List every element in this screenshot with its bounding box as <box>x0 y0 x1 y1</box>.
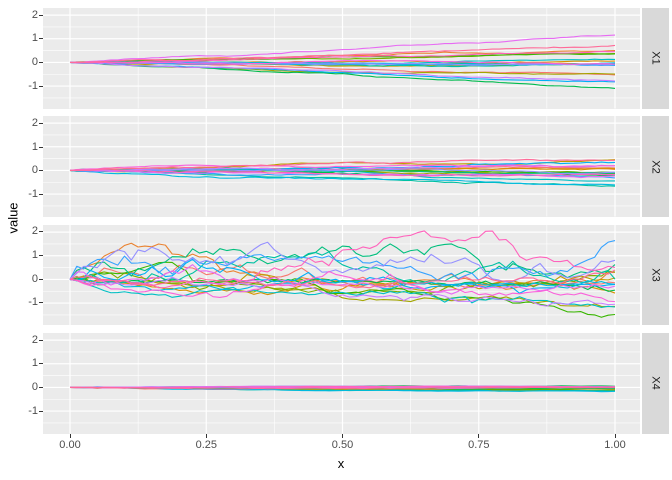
y-tick-label: 1 <box>31 249 38 261</box>
series-line <box>69 239 616 281</box>
series-line <box>69 250 616 284</box>
facet-strip-x3: X3 <box>642 224 669 326</box>
series-line <box>69 230 616 289</box>
y-tick-mark <box>39 61 43 63</box>
x-tick-mark <box>342 433 343 438</box>
x-tick-mark <box>478 433 480 438</box>
y-tick-mark <box>39 85 43 87</box>
series-line <box>69 169 616 177</box>
y-tick-label: 2 <box>31 225 38 238</box>
facet-panel-x4 <box>43 333 640 434</box>
facet-panel-x2 <box>43 116 640 217</box>
series-line <box>69 241 616 283</box>
facet-panel-x1 <box>43 8 640 109</box>
y-tick-mark <box>39 363 43 365</box>
series-line <box>69 59 616 65</box>
facet-strip-label: X2 <box>649 159 662 174</box>
y-tick-mark <box>39 302 43 304</box>
y-tick-label: -1 <box>28 79 38 92</box>
x-tick-mark <box>614 433 616 438</box>
y-tick-mark <box>39 193 43 195</box>
facet-strip-label: X4 <box>649 376 662 390</box>
y-tick-label: 0 <box>31 164 38 177</box>
series-line <box>69 168 616 175</box>
y-tick-label: 1 <box>31 140 38 153</box>
y-tick-mark <box>39 339 43 341</box>
series-line <box>69 276 616 307</box>
facet-panel-x3 <box>43 224 640 326</box>
panel-plot-area <box>43 116 640 217</box>
series-line <box>69 386 616 390</box>
series-line <box>69 263 616 295</box>
panel-plot-area <box>43 333 640 434</box>
panel-plot-area <box>43 8 640 109</box>
y-tick-label: 2 <box>31 333 38 346</box>
series-line <box>69 34 616 63</box>
facet-strip-x4: X4 <box>642 333 669 434</box>
series-line <box>69 164 616 172</box>
series-line <box>69 261 616 318</box>
series-line <box>69 44 616 63</box>
series-line <box>69 243 616 280</box>
series-line <box>69 50 616 64</box>
series-line <box>69 170 616 186</box>
x-axis-title: x <box>337 456 345 471</box>
y-tick-mark <box>39 146 43 148</box>
y-tick-mark <box>39 255 43 256</box>
x-tick-label: 0.25 <box>195 439 217 451</box>
series-line <box>69 278 616 308</box>
y-tick-mark <box>39 122 43 124</box>
y-tick-label: 0 <box>31 272 38 285</box>
facet-strip-label: X1 <box>649 51 662 65</box>
series-line <box>69 270 616 302</box>
y-tick-mark <box>39 14 43 16</box>
x-tick-label: 0.00 <box>59 439 81 451</box>
x-tick-label: 1.00 <box>604 439 626 451</box>
x-tick-label: 0.75 <box>468 439 490 451</box>
panel-plot-area <box>43 224 640 326</box>
y-tick-label: 0 <box>31 380 38 393</box>
series-line <box>69 258 616 294</box>
y-tick-label: 1 <box>31 32 38 45</box>
y-tick-mark <box>39 38 43 40</box>
y-tick-label: 0 <box>31 55 38 68</box>
y-tick-label: -1 <box>28 296 38 309</box>
series-line <box>69 269 616 289</box>
facet-strip-x1: X1 <box>642 8 669 109</box>
y-tick-mark <box>39 231 43 233</box>
y-tick-label: -1 <box>28 187 38 200</box>
facet-strip-x2: X2 <box>642 116 669 217</box>
y-tick-label: 1 <box>31 357 38 370</box>
x-tick-label: 0.50 <box>331 439 354 451</box>
y-tick-mark <box>39 410 43 412</box>
y-tick-mark <box>39 170 43 172</box>
y-tick-label: 2 <box>31 8 38 21</box>
y-tick-mark <box>39 386 43 388</box>
x-tick-mark <box>205 433 207 438</box>
facet-strip-label: X3 <box>649 268 662 282</box>
x-tick-mark <box>69 433 71 438</box>
series-line <box>69 61 616 82</box>
series-line <box>69 159 616 172</box>
y-tick-label: -1 <box>28 404 38 417</box>
y-tick-mark <box>39 278 43 280</box>
y-tick-label: 2 <box>31 116 38 129</box>
